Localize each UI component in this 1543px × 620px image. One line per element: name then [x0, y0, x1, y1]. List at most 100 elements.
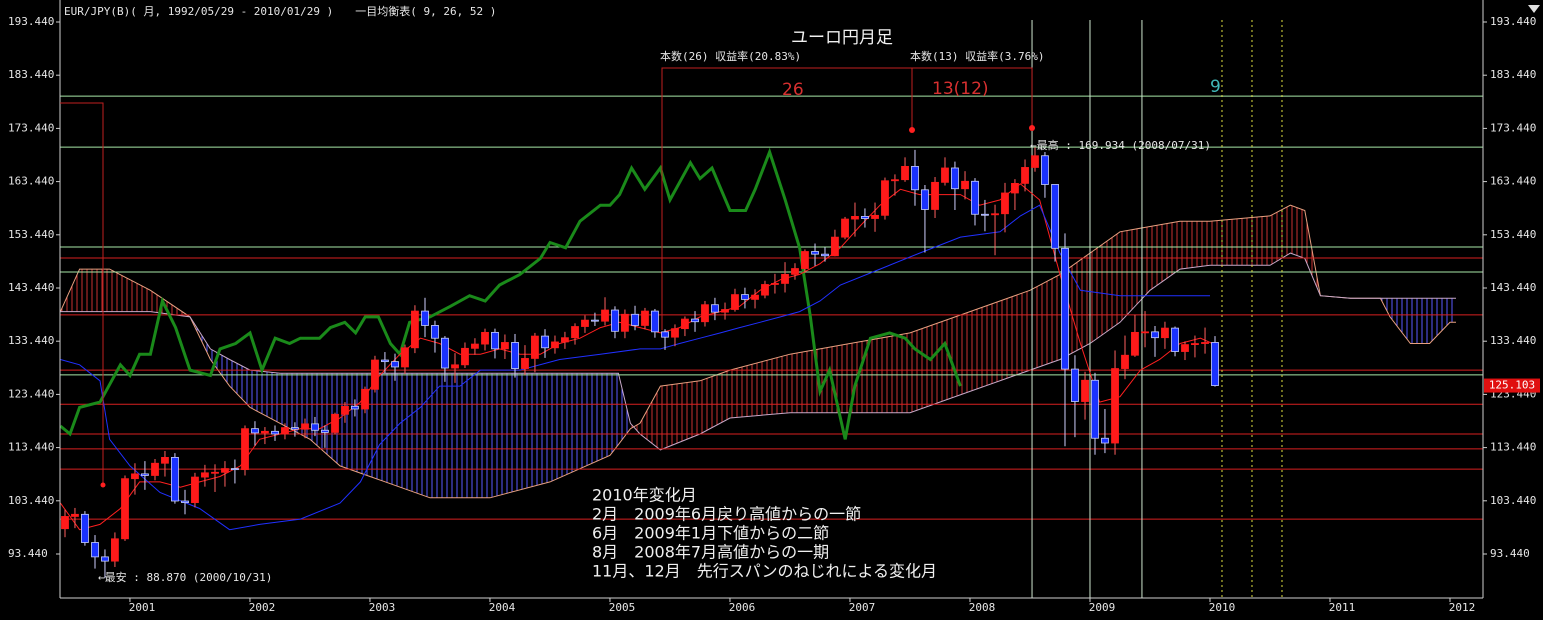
candle-body — [391, 361, 399, 368]
candle-body — [121, 478, 129, 540]
cloud — [660, 380, 700, 450]
x-tick-label: 2005 — [609, 601, 636, 614]
y-tick-label: 93.440 — [1490, 547, 1530, 560]
candle-body — [551, 341, 559, 349]
candle-body — [691, 318, 699, 323]
cloud — [109, 269, 130, 312]
cloud — [549, 373, 610, 482]
x-tick-label: 2007 — [849, 601, 876, 614]
candle-body — [621, 313, 629, 332]
cloud — [369, 373, 430, 498]
cloud — [249, 370, 280, 424]
count-dot — [909, 127, 915, 133]
note: 11月、12月 先行スパンのねじれによる変化月 — [592, 562, 937, 581]
cloud — [279, 373, 310, 440]
candle-body — [761, 284, 769, 296]
candle-body — [1011, 183, 1019, 194]
candle-body — [821, 253, 829, 257]
cloud — [969, 290, 1030, 392]
candle-body — [161, 456, 169, 464]
candle-body — [531, 335, 539, 359]
candle-body — [61, 516, 69, 530]
y-tick-label: 183.440 — [8, 68, 54, 81]
candle-body — [661, 331, 669, 338]
y-tick-label: 153.440 — [8, 228, 54, 241]
cloud — [309, 373, 340, 466]
candle-body — [351, 405, 359, 410]
candle-body — [181, 500, 189, 504]
candle-body — [911, 165, 919, 191]
y-tick-label: 193.440 — [1490, 15, 1536, 28]
candle-body — [631, 313, 639, 326]
y-tick-label: 93.440 — [8, 547, 48, 560]
candle-body — [1181, 344, 1189, 352]
x-tick-label: 2004 — [489, 601, 516, 614]
candle-body — [1061, 247, 1069, 370]
candle-body — [931, 181, 939, 210]
candle-body — [321, 429, 329, 433]
y-tick-label: 113.440 — [8, 441, 54, 454]
y-tick-label: 153.440 — [1490, 228, 1536, 241]
count-label: 本数(13) 収益率(3.76%) — [910, 49, 1044, 63]
candle-body — [461, 347, 469, 366]
candle-body — [1191, 343, 1199, 346]
candle-body — [441, 337, 449, 369]
low-dot — [100, 482, 106, 488]
candle-body — [881, 180, 889, 216]
candle-body — [1091, 379, 1099, 439]
cloud — [630, 423, 640, 434]
count-number: 9 — [1210, 77, 1221, 97]
count-label: 本数(26) 収益率(20.83%) — [660, 49, 801, 63]
y-tick-label: 183.440 — [1490, 68, 1536, 81]
candle-body — [1131, 331, 1139, 356]
candle-body — [421, 310, 429, 326]
candle-body — [1081, 379, 1089, 402]
cloud — [1209, 215, 1270, 266]
y-tick-label: 173.440 — [1490, 121, 1536, 134]
y-tick-label: 143.440 — [8, 281, 54, 294]
candle-body — [561, 337, 569, 343]
candle-body — [411, 310, 419, 349]
candle-body — [401, 347, 409, 368]
candle-body — [921, 189, 929, 210]
candle-body — [371, 359, 379, 390]
cloud — [699, 370, 730, 434]
y-tick-label: 103.440 — [1490, 494, 1536, 507]
count-number: 13(12) — [932, 79, 989, 99]
x-tick-label: 2006 — [729, 601, 756, 614]
candle-body — [271, 430, 279, 435]
y-tick-label: 193.440 — [8, 15, 54, 28]
cloud — [1410, 298, 1430, 344]
candle-body — [511, 342, 519, 369]
note: 2010年変化月 — [592, 486, 697, 505]
candle-body — [811, 251, 819, 255]
candle-body — [571, 326, 579, 339]
candle-body — [481, 331, 489, 345]
candle-body — [981, 213, 989, 216]
candle-body — [1121, 354, 1129, 369]
candle-body — [991, 213, 999, 216]
candle-body — [841, 218, 849, 238]
indicator-line — [60, 204, 1210, 531]
candle-body — [1111, 368, 1119, 444]
candle-body — [791, 268, 799, 275]
candle-body — [751, 294, 759, 300]
note: 2月 2009年6月戻り高値からの一節 — [592, 505, 861, 524]
menu-toggle[interactable] — [1528, 5, 1540, 13]
last-price-box — [1484, 378, 1540, 393]
candle-body — [151, 462, 159, 476]
candle-body — [891, 179, 899, 182]
cloud — [1449, 298, 1456, 323]
candle-body — [201, 472, 209, 478]
count-dot — [1029, 125, 1035, 131]
cloud — [79, 269, 110, 312]
candle-body — [191, 476, 199, 504]
x-tick-label: 2009 — [1089, 601, 1116, 614]
y-tick-label: 163.440 — [8, 175, 54, 188]
candle-body — [141, 473, 149, 476]
candle-body — [771, 283, 779, 285]
candle-body — [1171, 327, 1179, 352]
cloud — [1089, 231, 1120, 344]
